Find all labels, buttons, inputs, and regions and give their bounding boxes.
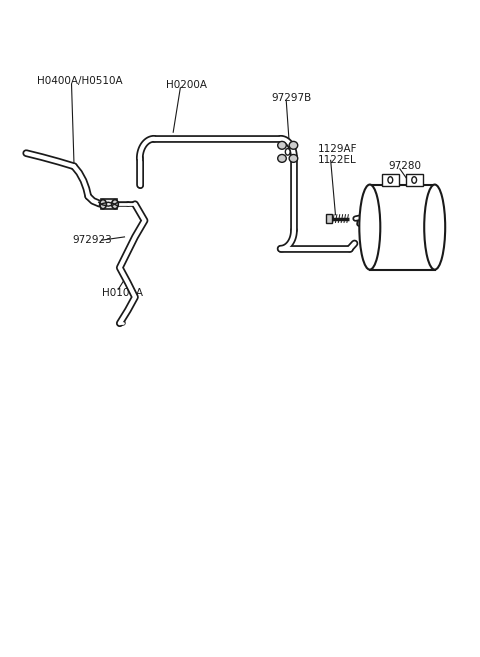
Text: H0100A: H0100A [102,288,143,298]
Bar [326,214,332,223]
Text: H0200A: H0200A [166,80,207,90]
Text: H0400A/H0510A: H0400A/H0510A [37,76,123,86]
Ellipse shape [424,185,445,269]
Circle shape [112,200,118,209]
Bar [382,174,399,186]
Ellipse shape [278,154,286,162]
Ellipse shape [289,154,298,162]
Bar [370,185,435,269]
Bar [406,174,423,186]
Text: 1122EL: 1122EL [318,155,357,166]
Circle shape [412,177,417,183]
Text: 97297B: 97297B [271,93,311,103]
Text: 1129AF: 1129AF [318,144,357,154]
Ellipse shape [360,185,380,269]
Circle shape [100,200,107,209]
Ellipse shape [278,141,286,149]
Ellipse shape [289,141,298,149]
Text: 97280: 97280 [388,161,421,171]
Circle shape [285,148,290,155]
Bar [101,199,117,210]
Text: 972923: 972923 [72,235,112,245]
Circle shape [388,177,393,183]
